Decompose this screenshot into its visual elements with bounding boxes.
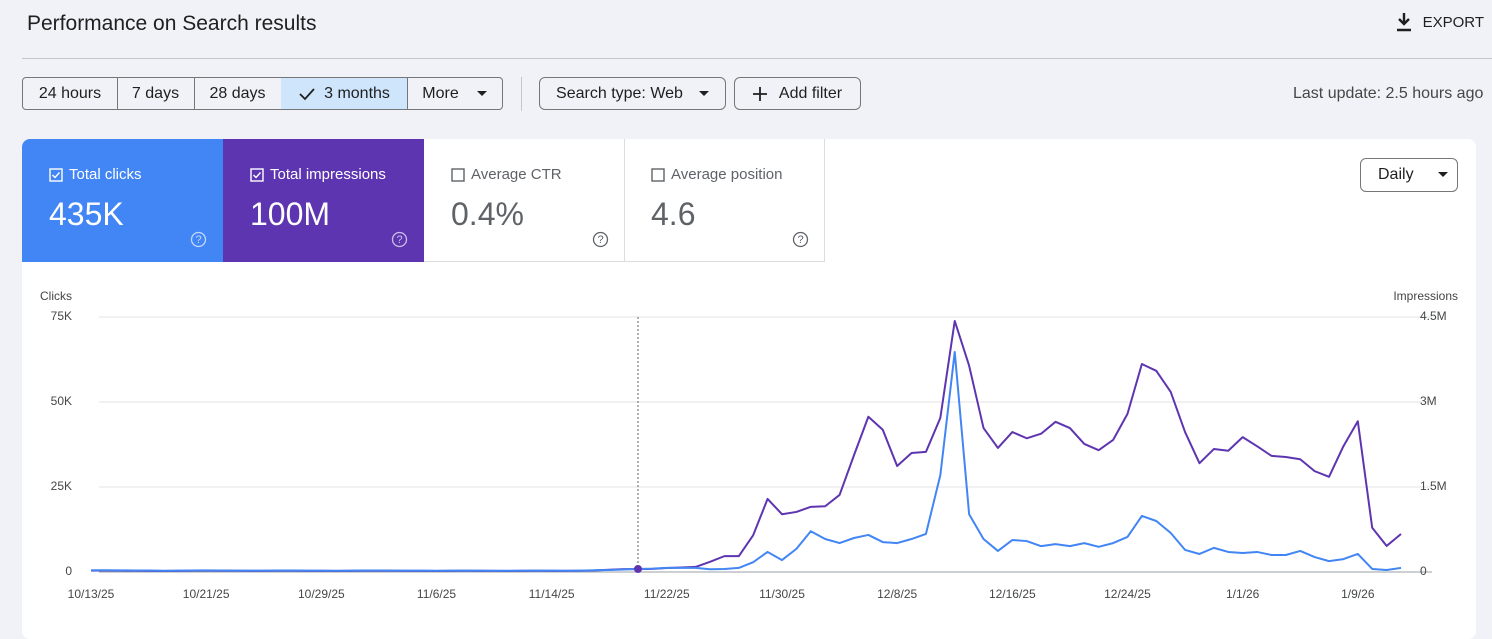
x-tick-label: 1/9/26 [1341,587,1375,601]
y-tick-label: 50K [51,394,72,408]
dropdown-arrow [476,90,487,96]
dropdown-arrow [698,90,709,96]
svg-text:?: ? [597,234,603,246]
add-filter-label: Add filter [778,84,843,102]
metric-label: Average position [671,166,783,183]
checkbox [651,168,665,182]
range-more[interactable]: More [407,77,503,110]
series-line [90,319,1402,572]
last-update: Last update: 2.5 hours ago [1293,85,1484,102]
plus-icon [752,86,767,101]
metric-tile[interactable]: Average CTR 0.4% ? [424,139,625,262]
page-title: Performance on Search results [27,12,317,35]
checkbox [250,168,264,182]
y-tick-label: 0 [65,564,72,578]
x-tick-label: 12/8/25 [877,587,917,601]
range-label: More [422,84,459,102]
range-label: 3 months [324,84,390,102]
svg-text:?: ? [195,234,201,246]
x-tick-label: 11/6/25 [417,587,456,601]
metric-label: Total impressions [270,166,386,183]
checkbox [49,168,63,182]
y2-tick-label: 1.5M [1420,479,1447,493]
y-tick-label: 75K [51,309,72,323]
x-tick-label: 12/24/25 [1104,587,1151,601]
y2-tick-label: 3M [1420,394,1437,408]
metric-tile[interactable]: Total impressions 100M ? [223,139,424,262]
y2-tick-label: 0 [1420,564,1427,578]
granularity-label: Daily [1378,166,1414,183]
metric-value: 0.4% [451,196,524,232]
annotation-dot[interactable] [634,565,642,573]
range-button-selected[interactable]: 3 months [281,77,408,110]
check-icon [299,87,315,100]
checkbox [451,168,465,182]
help-icon[interactable]: ? [391,231,408,248]
metric-tile[interactable]: Total clicks 435K ? [22,139,223,262]
metric-label: Total clicks [69,166,142,183]
add-filter-button[interactable]: Add filter [734,77,861,110]
performance-card: Total clicks 435K ? Total impressions 10… [22,139,1476,639]
export-label: EXPORT [1422,13,1484,31]
x-tick-label: 11/30/25 [759,587,805,601]
range-button[interactable]: 28 days [194,77,282,110]
dropdown-arrow [1437,172,1448,177]
separator [521,77,522,111]
granularity-dropdown[interactable]: Daily [1360,158,1458,192]
range-label: 28 days [209,84,266,102]
search-type-button[interactable]: Search type: Web [539,77,726,110]
y2-tick-label: 4.5M [1420,309,1447,323]
metric-tile[interactable]: Average position 4.6 ? [624,139,825,262]
help-icon[interactable]: ? [792,231,809,248]
help-icon[interactable]: ? [190,231,207,248]
divider [22,58,1492,59]
x-tick-label: 11/22/25 [644,587,690,601]
range-button[interactable]: 24 hours [22,77,118,110]
help-icon[interactable]: ? [592,231,609,248]
metric-value: 100M [250,196,331,232]
x-tick-label: 10/29/25 [298,587,345,601]
range-button[interactable]: 7 days [117,77,195,110]
x-tick-label: 12/16/25 [989,587,1036,601]
x-tick-label: 1/1/26 [1226,587,1260,601]
metric-value: 435K [49,196,124,232]
svg-text:?: ? [797,234,803,246]
range-label: 7 days [131,84,180,102]
metric-value: 4.6 [651,196,696,232]
y-axis-title: Clicks [40,289,72,303]
y2-axis-title: Impressions [1393,289,1458,303]
export-button[interactable]: EXPORT [1395,12,1484,32]
svg-text:?: ? [396,234,402,246]
download-icon [1396,13,1411,32]
x-tick-label: 10/21/25 [183,587,230,601]
x-tick-label: 11/14/25 [529,587,575,601]
search-type-label: Search type: Web [556,84,683,102]
metric-label: Average CTR [471,166,562,183]
chart: Clicks Impressions 0 25K 50K 75K 0 1.5M 3M 4.5M… [40,289,1458,601]
y-tick-label: 25K [51,479,72,493]
range-label: 24 hours [38,84,102,102]
series-line [90,351,1402,572]
x-tick-label: 10/13/25 [68,587,115,601]
